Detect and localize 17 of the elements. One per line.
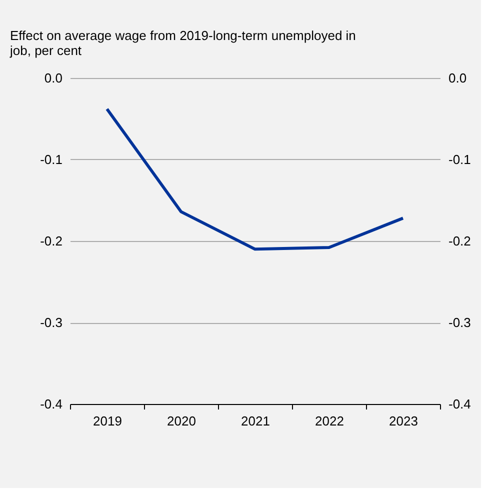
y-tick-label: -0.3 xyxy=(40,315,62,330)
x-tick-label: 2021 xyxy=(241,414,270,428)
y-tick-label: -0.2 xyxy=(40,234,62,248)
y-tick-label: 0.0 xyxy=(44,70,62,86)
y-tick-label: -0.1 xyxy=(40,152,62,167)
x-tick-label: 2020 xyxy=(167,414,196,428)
y2-tick-label: 0.0 xyxy=(448,70,467,86)
x-tick-label: 2022 xyxy=(315,414,344,428)
x-tick-label: 2023 xyxy=(389,414,418,428)
y-tick-label: -0.4 xyxy=(40,396,62,412)
y2-tick-label: -0.4 xyxy=(448,396,471,412)
y2-tick-label: -0.2 xyxy=(448,234,471,248)
chart-title: Effect on average wage from 2019-long-term unemployed in job, per cent xyxy=(9,28,356,58)
x-tick-label: 2019 xyxy=(93,414,122,428)
y2-tick-label: -0.1 xyxy=(448,152,471,167)
line-series xyxy=(106,107,404,251)
y2-tick-label: -0.3 xyxy=(448,315,471,330)
